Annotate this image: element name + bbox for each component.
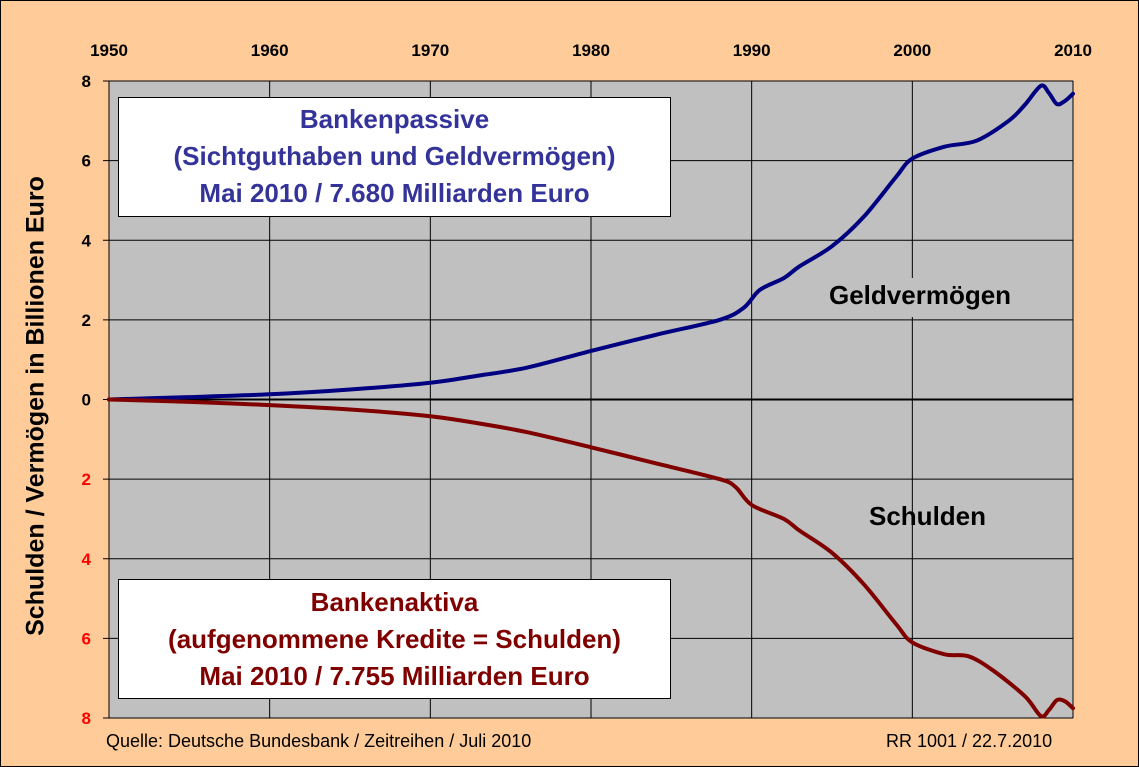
lower-box-line-1: Bankenaktiva [310,587,479,617]
series-label-geldvermoegen: Geldvermögen [823,278,1038,317]
x-tick-label-1990: 1990 [733,41,771,60]
y-tick-label-lower: 6 [82,629,91,648]
lower-box-line-2: (aufgenommene Kredite = Schulden) [168,624,621,654]
upper-box-line-1: Bankenpassive [299,104,490,134]
reference-note: RR 1001 / 22.7.2010 [886,731,1053,751]
series-label-schulden: Schulden [869,501,987,531]
x-tick-label-2010: 2010 [1054,41,1092,60]
y-tick-label-lower: 8 [82,709,91,728]
y-axis-ticks: 8 6 4 2 0 2 4 6 8 [82,72,92,728]
x-tick-label-1980: 1980 [572,41,610,60]
y-tick-label-lower: 2 [82,470,91,489]
upper-box-line-3: Mai 2010 / 7.680 Milliarden Euro [199,178,590,208]
y-tick-label-upper: 2 [82,311,91,330]
x-axis-ticks: 1950 1960 1970 1980 1990 2000 2010 [90,41,1092,60]
series-lines [107,83,1075,719]
upper-annotation-box: Bankenpassive (Sichtguthaben und Geldver… [118,97,671,217]
y-axis-label: Schulden / Vermögen in Billionen Euro [21,176,50,636]
series-line-0 [107,83,1075,402]
x-tick-label-1950: 1950 [90,41,128,60]
x-tick-label-2000: 2000 [893,41,931,60]
y-tick-label-upper: 4 [82,231,92,250]
x-tick-label-1970: 1970 [411,41,449,60]
lower-box-line-3: Mai 2010 / 7.755 Milliarden Euro [199,661,590,691]
y-tick-label-lower: 4 [82,550,92,569]
x-tick-label-1960: 1960 [251,41,289,60]
y-tick-label-upper: 6 [82,152,91,171]
lower-annotation-box: Bankenaktiva (aufgenommene Kredite = Sch… [118,579,671,699]
y-tick-label-upper: 8 [82,72,91,91]
upper-box-line-2: (Sichtguthaben und Geldvermögen) [173,141,616,171]
y-tick-label-upper: 0 [82,391,91,410]
series-line-1 [107,397,1075,719]
source-note: Quelle: Deutsche Bundesbank / Zeitreihen… [106,731,532,751]
